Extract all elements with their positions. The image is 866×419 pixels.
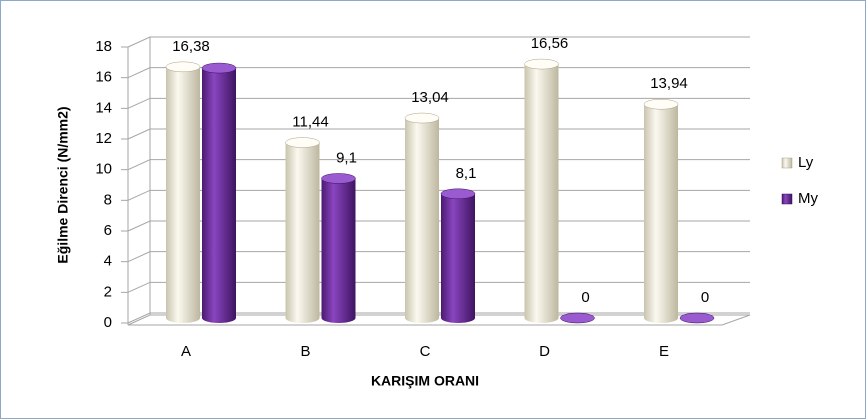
y-tick-label: 0 — [104, 314, 112, 331]
bar-top — [321, 173, 356, 184]
data-label: 13,94 — [650, 75, 688, 92]
bar — [524, 58, 559, 323]
y-tick-label: 2 — [104, 283, 112, 300]
data-label: 8,1 — [456, 165, 477, 182]
bar — [643, 99, 679, 324]
bar-top — [524, 58, 559, 70]
bar-top — [165, 61, 201, 73]
y-tick-label: 16 — [95, 69, 112, 86]
bar — [679, 312, 715, 324]
bar-top — [679, 312, 715, 324]
data-label: 0 — [701, 289, 709, 306]
y-tick-label: 10 — [95, 161, 112, 178]
legend-label: Ly — [798, 154, 814, 171]
x-tick-label: C — [420, 343, 431, 360]
x-tick-label: E — [659, 343, 669, 360]
bar-body — [285, 142, 320, 324]
x-tick-label: D — [539, 343, 550, 360]
bar — [285, 137, 320, 324]
legend-swatch — [781, 193, 793, 205]
y-axis-title: Eğilme Direnci (N/mm2) — [55, 106, 71, 263]
bar-top — [285, 137, 320, 148]
data-label: 16,56 — [531, 35, 569, 52]
y-tick-label: 14 — [95, 99, 112, 116]
x-tick-label: A — [181, 343, 191, 360]
bar-top — [201, 62, 237, 74]
bar-body — [321, 178, 356, 324]
x-axis-title: KARIŞIM ORANI — [371, 373, 479, 389]
y-tick-label: 8 — [104, 191, 112, 208]
bar — [404, 112, 440, 323]
y-tick-label: 6 — [104, 222, 112, 239]
bar-top — [440, 188, 476, 200]
legend-label: My — [798, 190, 818, 207]
bar-top — [560, 312, 595, 324]
data-label: 13,04 — [411, 89, 449, 106]
y-tick-label: 4 — [104, 253, 112, 270]
bar-body — [166, 66, 200, 323]
data-label: 9,1 — [336, 149, 357, 166]
data-label: 11,44 — [292, 114, 328, 131]
y-tick-label: 12 — [95, 130, 112, 147]
bar — [321, 173, 356, 324]
bar-body — [644, 104, 678, 324]
bar — [165, 61, 201, 323]
bar-body — [405, 118, 439, 323]
bar-body — [441, 193, 475, 323]
bar — [560, 312, 595, 324]
y-tick-label: 18 — [95, 38, 112, 55]
x-tick-label: B — [300, 343, 310, 360]
bar-top — [643, 99, 679, 110]
data-label: 0 — [581, 289, 589, 306]
bar-body — [524, 64, 559, 323]
legend-swatch — [781, 157, 793, 169]
grid-line — [127, 36, 750, 48]
bar — [201, 62, 237, 323]
bar — [440, 188, 476, 323]
bar-body — [202, 68, 236, 323]
bar-top — [404, 112, 440, 124]
data-label: 16,38 — [172, 38, 210, 55]
